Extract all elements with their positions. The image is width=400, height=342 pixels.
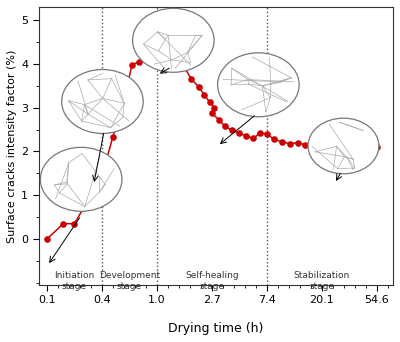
Circle shape bbox=[62, 69, 143, 133]
Point bbox=[206, 99, 213, 105]
Point bbox=[208, 110, 215, 116]
Point bbox=[136, 59, 142, 64]
Point bbox=[44, 236, 50, 242]
Point bbox=[355, 145, 362, 151]
Point bbox=[302, 142, 308, 148]
Point bbox=[120, 103, 126, 108]
Point bbox=[195, 84, 202, 89]
Y-axis label: Surface cracks intensity factor (%): Surface cracks intensity factor (%) bbox=[7, 49, 17, 242]
Point bbox=[295, 140, 301, 145]
Point bbox=[129, 62, 135, 67]
Text: Initiation
stage: Initiation stage bbox=[54, 271, 94, 291]
Point bbox=[99, 174, 105, 179]
Point bbox=[82, 202, 88, 208]
Text: Development
stage: Development stage bbox=[99, 271, 160, 291]
Point bbox=[160, 44, 166, 50]
Point bbox=[222, 123, 228, 129]
X-axis label: Drying time (h): Drying time (h) bbox=[168, 322, 264, 335]
Point bbox=[328, 143, 334, 149]
Point bbox=[257, 130, 263, 136]
Circle shape bbox=[308, 118, 379, 174]
Point bbox=[188, 77, 195, 82]
Point bbox=[90, 202, 97, 208]
Point bbox=[60, 221, 66, 226]
Point bbox=[181, 64, 188, 70]
Text: Self-healing
stage: Self-healing stage bbox=[185, 271, 238, 291]
Point bbox=[286, 141, 293, 146]
Point bbox=[154, 42, 160, 48]
Point bbox=[229, 128, 235, 133]
Point bbox=[250, 135, 257, 141]
Point bbox=[271, 136, 277, 142]
Point bbox=[201, 92, 207, 97]
Point bbox=[318, 139, 325, 145]
Point bbox=[71, 221, 78, 226]
Point bbox=[336, 144, 343, 150]
Circle shape bbox=[40, 147, 122, 211]
Circle shape bbox=[132, 8, 214, 72]
Point bbox=[278, 139, 285, 145]
Point bbox=[110, 134, 116, 140]
Point bbox=[236, 130, 242, 136]
Text: Stabilization
stage: Stabilization stage bbox=[294, 271, 350, 291]
Point bbox=[346, 144, 352, 150]
Point bbox=[171, 53, 178, 59]
Point bbox=[216, 117, 222, 123]
Point bbox=[144, 52, 150, 58]
Point bbox=[264, 131, 270, 137]
Point bbox=[243, 133, 250, 139]
Point bbox=[166, 48, 172, 53]
Circle shape bbox=[218, 53, 299, 117]
Point bbox=[211, 105, 218, 110]
Point bbox=[373, 144, 380, 150]
